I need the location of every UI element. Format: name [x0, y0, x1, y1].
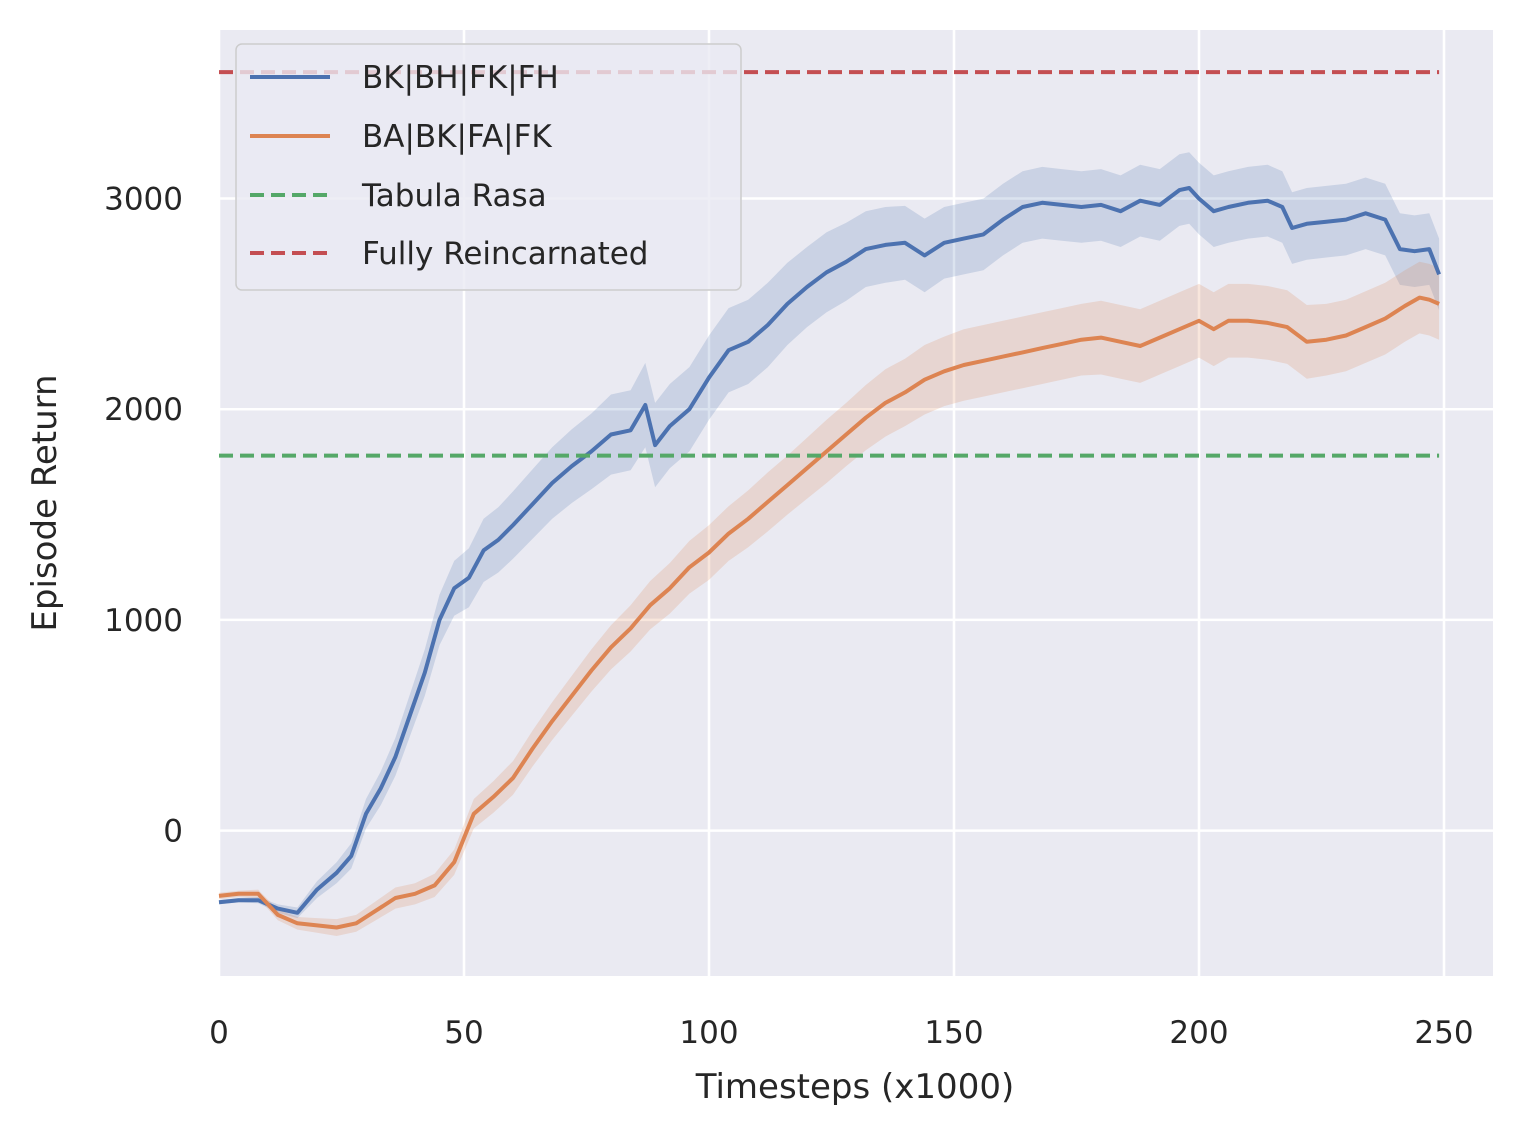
x-tick-label-1: 50 — [444, 1015, 483, 1051]
x-tick-label-0: 0 — [209, 1015, 229, 1051]
x-tick-label-3: 150 — [924, 1015, 983, 1051]
series-lines — [218, 70, 1441, 930]
legend: BK|BH|FK|FH BA|BK|FA|FK Tabula Rasa Full… — [235, 43, 742, 291]
x-tick-label-4: 200 — [1169, 1015, 1228, 1051]
legend-label-0: BK|BH|FK|FH — [362, 60, 559, 96]
series-band-1 — [219, 261, 1440, 936]
x-ticks: 0 50 100 150 200 250 — [209, 1015, 1473, 1051]
series-line-0 — [218, 186, 1441, 915]
legend-label-2: Tabula Rasa — [361, 178, 547, 214]
legend-label-3: Fully Reincarnated — [362, 236, 648, 272]
series-line-1 — [218, 295, 1440, 930]
legend-label-1: BA|BK|FA|FK — [362, 119, 552, 155]
legend-box — [235, 43, 742, 291]
y-tick-label-3: 3000 — [104, 182, 183, 218]
y-tick-label-2: 2000 — [104, 392, 183, 428]
y-tick-label-1: 1000 — [104, 603, 183, 639]
y-ticks: 0 1000 2000 3000 — [104, 182, 183, 850]
x-tick-label-5: 250 — [1414, 1015, 1473, 1051]
y-tick-label-0: 0 — [163, 814, 183, 850]
x-tick-label-2: 100 — [679, 1015, 738, 1051]
x-axis-label: Timesteps (x1000) — [695, 1067, 1014, 1107]
y-axis-label: Episode Return — [25, 374, 65, 631]
bands — [219, 152, 1440, 936]
series-band-0 — [219, 152, 1440, 919]
